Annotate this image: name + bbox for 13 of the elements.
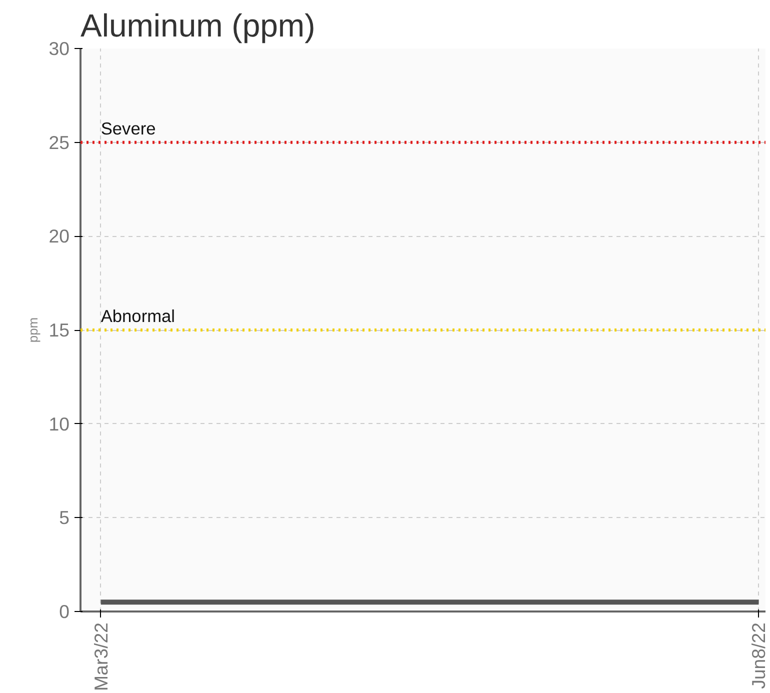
y-tick-label: 10 [48, 413, 70, 434]
y-tick-label: 25 [48, 132, 70, 153]
y-axis-title: ppm [26, 317, 41, 343]
y-tick-label: 15 [48, 320, 70, 340]
ref-line-label: Abnormal [100, 306, 176, 326]
y-tick-label: 0 [59, 601, 70, 622]
y-tick-label: 30 [48, 38, 70, 59]
y-tick-label: 20 [48, 226, 70, 247]
x-tick-label: Jun8/22 [748, 622, 770, 689]
ref-line-label: Severe [100, 118, 156, 138]
chart-title: Aluminum (ppm) [80, 8, 316, 44]
y-tick-label: 5 [59, 507, 70, 528]
x-tick-label: Mar3/22 [90, 622, 112, 691]
